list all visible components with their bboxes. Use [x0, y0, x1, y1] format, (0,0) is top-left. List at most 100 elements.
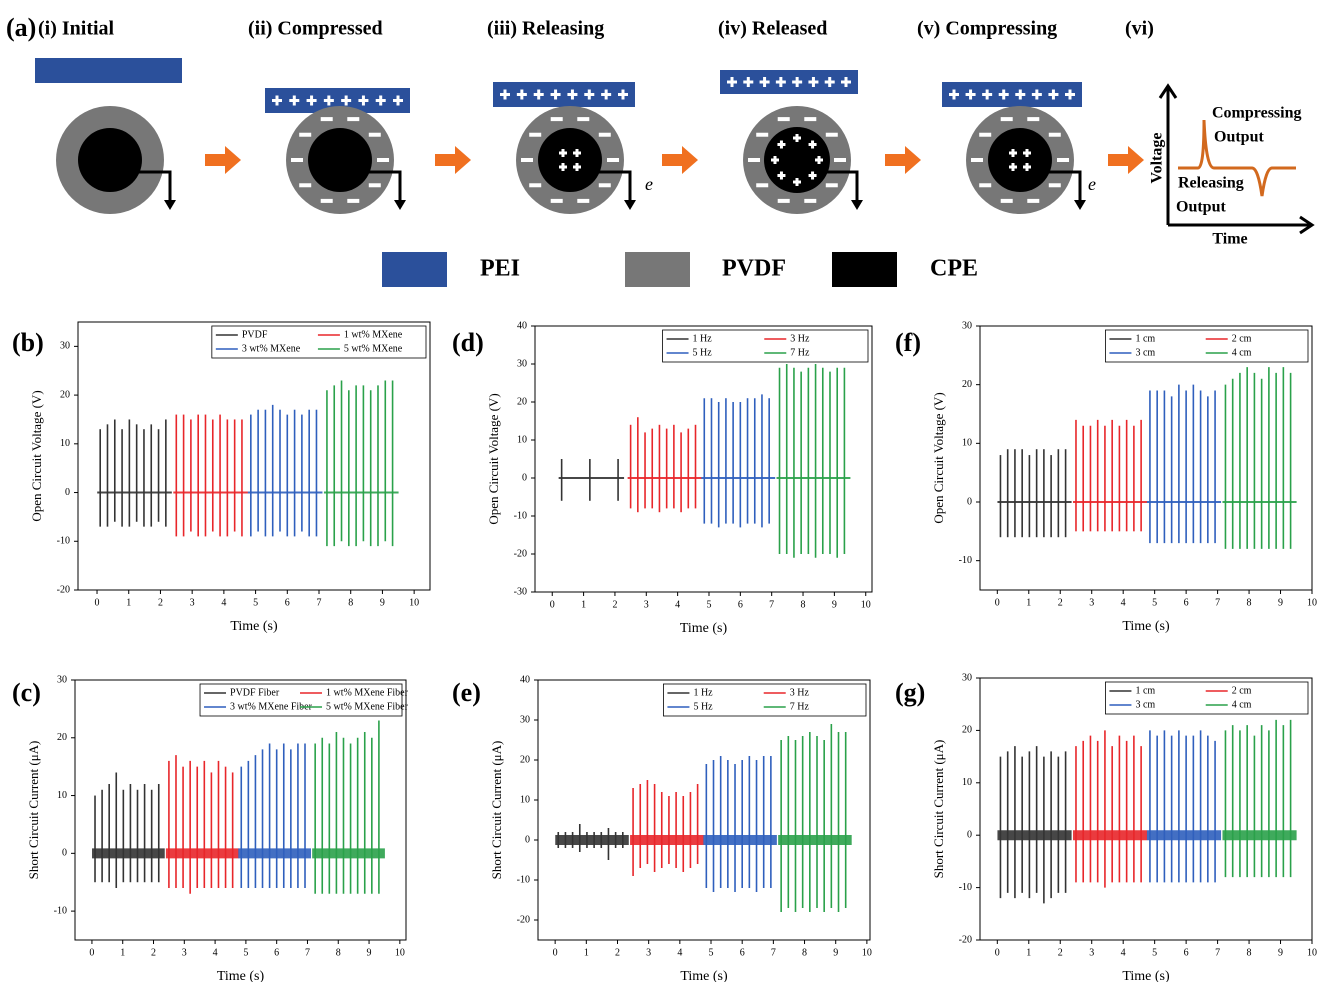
plus-sign: [500, 89, 510, 100]
plus-sign: [567, 89, 578, 100]
x-tick-label: 7: [771, 947, 776, 958]
legend-label: 2 cm: [1232, 685, 1252, 696]
x-axis-label: Time (s): [680, 621, 728, 636]
minus-sign: [834, 158, 846, 162]
x-axis-label: Time (s): [1122, 619, 1170, 634]
plot-frame: [74, 679, 407, 941]
x-tick-label: 1: [120, 947, 125, 958]
annotation: Releasing: [1178, 175, 1244, 192]
legend-label: PVDF Fiber: [230, 687, 280, 698]
ground-arrow: [1074, 200, 1086, 210]
minus-sign: [777, 198, 790, 203]
plus-sign: [375, 95, 386, 106]
panel-label: (c): [12, 678, 41, 707]
pei-layer: [942, 82, 1082, 107]
chart: (d) 0 1 2 3 4 5 6 7 8 9 10 -30 -20 -10 0 10 20 30 40 Time (s…: [452, 320, 873, 636]
x-tick-label: 8: [801, 599, 806, 610]
x-tick-label: 1: [584, 947, 589, 958]
plus-sign: [759, 77, 770, 87]
pei-layer: [720, 70, 858, 94]
legend-label: 3 wt% MXene Fiber: [230, 701, 313, 712]
x-tick-label: 4: [1121, 597, 1126, 608]
x-tick-label: 5: [709, 947, 714, 958]
legend-box: [663, 683, 867, 717]
legend-label: 1 Hz: [693, 687, 713, 698]
minus-sign: [607, 158, 619, 162]
x-tick-label: 10: [1307, 597, 1317, 608]
x-tick-label: 2: [151, 947, 156, 958]
x-tick-label: 2: [1058, 597, 1063, 608]
x-tick-label: 6: [1184, 597, 1189, 608]
x-tick-label: 8: [802, 947, 807, 958]
y-tick-label: -20: [517, 914, 530, 925]
legend-label: 7 Hz: [790, 701, 810, 712]
y-tick-label: 10: [520, 794, 530, 805]
minus-sign: [756, 183, 769, 188]
y-axis-label: Open Circuit Voltage (V): [931, 392, 946, 523]
plus-sign: [533, 89, 544, 100]
legend-box: [662, 329, 869, 363]
x-tick-label: 5: [243, 947, 248, 958]
x-tick-label: 6: [274, 947, 279, 958]
y-tick-label: 10: [962, 777, 972, 788]
y-tick-label: -20: [57, 584, 70, 595]
x-tick-label: 5: [706, 599, 711, 610]
minus-sign: [971, 158, 983, 162]
plus-sign: [618, 89, 628, 100]
plus-sign: [601, 89, 612, 100]
legend-box: [1105, 681, 1309, 715]
legend-label: 5 Hz: [693, 701, 713, 712]
y-tick-label: -10: [57, 536, 70, 547]
minus-sign: [748, 158, 760, 162]
x-tick-label: 7: [1215, 947, 1220, 958]
chart: (b) 0 1 2 3 4 5 6 7 8 9 10 -20 -10 0 10 20 30 Time (s) Open…: [12, 321, 431, 634]
legend-label: PVDF: [242, 329, 268, 340]
x-tick-label: 4: [213, 947, 218, 958]
minus-sign: [1027, 198, 1040, 203]
x-tick-label: 4: [675, 599, 680, 610]
plus-sign: [323, 95, 334, 106]
axis-label: Time: [1212, 231, 1247, 248]
cpe-core: [308, 128, 372, 192]
y-tick-label: 20: [57, 732, 67, 743]
legend-label: 4 cm: [1232, 347, 1252, 358]
legend-label: 2 cm: [1232, 333, 1252, 344]
x-tick-label: 1: [126, 597, 131, 608]
pei-layer: [493, 82, 635, 107]
y-tick-label: 30: [962, 320, 972, 331]
minus-sign: [529, 183, 542, 188]
plus-sign: [516, 89, 527, 100]
y-tick-label: 30: [517, 358, 527, 369]
x-tick-label: 1: [1026, 947, 1031, 958]
plus-sign: [272, 95, 282, 106]
legend-label: 1 Hz: [693, 333, 713, 344]
legend-swatch: [382, 252, 447, 287]
legend-box: [211, 325, 427, 359]
x-tick-label: 10: [861, 599, 871, 610]
plus-sign: [306, 95, 317, 106]
y-tick-label: 20: [60, 389, 70, 400]
x-tick-label: 3: [182, 947, 187, 958]
minus-sign: [825, 183, 838, 188]
plus-sign: [792, 77, 803, 87]
process-arrow: [1108, 146, 1144, 174]
chart: (e) 0 1 2 3 4 5 6 7 8 9 10 -20 -10 0 10 20 30 40 Time (s) Sh…: [452, 674, 872, 982]
legend-label: 3 Hz: [790, 687, 810, 698]
y-tick-label: 30: [520, 714, 530, 725]
x-tick-label: 10: [1307, 947, 1317, 958]
y-tick-label: -10: [959, 882, 972, 893]
legend-label: CPE: [930, 256, 978, 282]
minus-sign: [979, 183, 992, 188]
minus-sign: [550, 117, 563, 122]
process-arrow: [205, 146, 241, 174]
x-axis-label: Time (s): [1122, 969, 1170, 982]
legend-label: 1 wt% MXene: [344, 329, 403, 340]
legend-label: PEI: [480, 256, 520, 282]
cpe-core: [78, 128, 142, 192]
plus-sign: [1009, 163, 1017, 171]
panel-label: (f): [895, 328, 921, 357]
panel-label: (a): [6, 13, 36, 42]
electron-label: e: [1088, 174, 1096, 194]
y-tick-label: -10: [514, 510, 527, 521]
